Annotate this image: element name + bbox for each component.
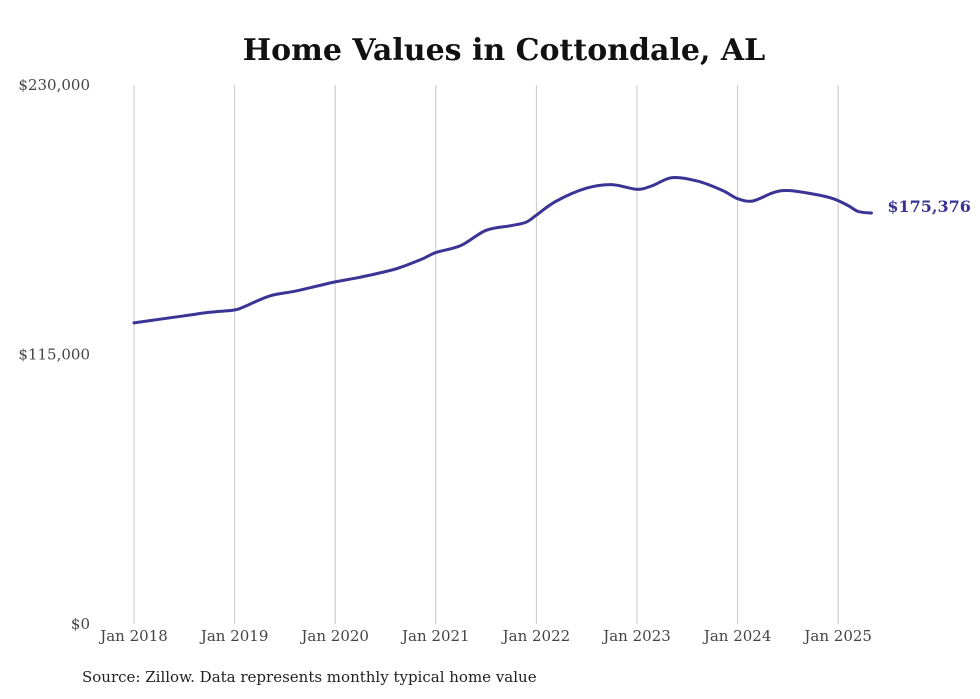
x-tick-label: Jan 2021 bbox=[400, 627, 470, 645]
x-tick-label: Jan 2023 bbox=[601, 627, 671, 645]
chart-title: Home Values in Cottondale, AL bbox=[243, 33, 765, 68]
y-axis-ticks: $0 $115,000 $230,000 bbox=[18, 76, 90, 633]
series-group bbox=[132, 175, 873, 325]
source-note: Source: Zillow. Data represents monthly … bbox=[82, 668, 537, 686]
end-value-label: $175,376 bbox=[887, 197, 971, 216]
y-tick-label: $115,000 bbox=[18, 346, 90, 364]
y-tick-label: $230,000 bbox=[18, 76, 90, 94]
x-tick-label: Jan 2024 bbox=[702, 627, 772, 645]
x-tick-label: Jan 2022 bbox=[501, 627, 571, 645]
series-line-0 bbox=[132, 175, 873, 325]
x-tick-label: Jan 2025 bbox=[802, 627, 872, 645]
x-tick-label: Jan 2018 bbox=[98, 627, 168, 645]
y-tick-label: $0 bbox=[71, 615, 90, 633]
x-tick-label: Jan 2019 bbox=[199, 627, 269, 645]
grid-lines bbox=[133, 85, 839, 624]
x-tick-label: Jan 2020 bbox=[299, 627, 369, 645]
x-axis-ticks: Jan 2018 Jan 2019 Jan 2020 Jan 2021 Jan 2022… bbox=[98, 627, 872, 645]
